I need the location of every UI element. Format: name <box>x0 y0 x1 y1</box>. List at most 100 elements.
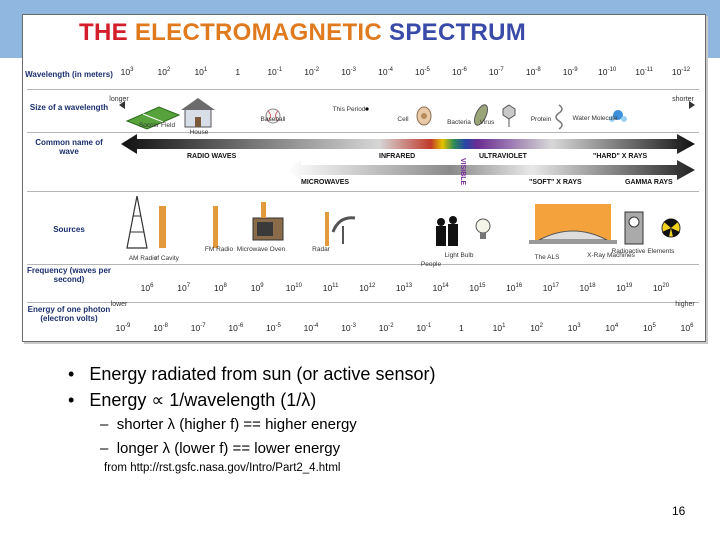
frequency-tick: 1015 <box>469 283 486 293</box>
wave-ultraviolet: ULTRAVIOLET <box>479 153 527 160</box>
frequency-tick: 1011 <box>322 283 339 293</box>
frequency-tick: 107 <box>177 283 191 293</box>
frequency-tick: 1016 <box>506 283 523 293</box>
row-separator <box>27 264 699 265</box>
source-object-label: Radar <box>312 246 330 253</box>
frequency-tick: 1014 <box>432 283 449 293</box>
wave-hard-xrays: "HARD" X RAYS <box>593 153 648 160</box>
wavelength-tick: 10-2 <box>304 67 320 77</box>
energy-tick: 104 <box>605 323 619 333</box>
source-object-label: Microwave Oven <box>236 246 286 253</box>
size-object-label: Water Molecule <box>572 115 618 122</box>
bullet-1-text: Energy radiated from sun (or active sens… <box>89 364 436 384</box>
frequency-tick: 108 <box>214 283 227 293</box>
energy-tick: 10-8 <box>153 323 168 333</box>
wavelength-tick: 10-4 <box>378 67 393 77</box>
row-separator <box>27 191 699 192</box>
energy-tick: 106 <box>680 323 694 333</box>
label-energy: Energy of one photon (electron volts) <box>27 305 111 323</box>
size-object-label: Cell <box>397 116 409 123</box>
frequency-tick: 1019 <box>616 283 633 293</box>
size-object-label: Soccer Field <box>138 122 176 129</box>
wavelength-tick: 10-10 <box>598 67 617 77</box>
wave-microwaves: MICROWAVES <box>301 179 350 186</box>
source-illustrations <box>126 195 681 249</box>
source-object-label: rf Cavity <box>155 255 179 262</box>
title-part: THE <box>79 19 135 46</box>
size-object-label: Bacteria <box>447 119 471 126</box>
wavelength-tick: 1 <box>235 67 241 77</box>
row-separator <box>27 89 699 90</box>
bullet-2: • Energy ∝ 1/wavelength (1/λ) <box>68 390 317 410</box>
wave-visible: VISIBLE <box>459 158 466 186</box>
wave-gamma: GAMMA RAYS <box>625 179 673 186</box>
sub-bullet-2-text: longer λ (lower f) == lower energy <box>116 440 341 457</box>
sub-bullet-1-text: shorter λ (higher f) == higher energy <box>116 416 357 433</box>
title-part: ELECTROMAGNETIC <box>134 19 390 46</box>
spectrum-figure: THE ELECTROMAGNETIC SPECTRUM Wavelength … <box>22 14 706 342</box>
wavelength-tick: 10-8 <box>525 67 541 77</box>
wave-infrared: INFRARED <box>379 153 416 160</box>
frequency-tick: 106 <box>140 283 154 293</box>
wavelength-tick: 10-11 <box>635 67 653 77</box>
sub-bullet-2: – longer λ (lower f) == lower energy <box>100 440 341 457</box>
freq-higher-label: higher <box>675 301 695 308</box>
energy-tick: 102 <box>530 323 543 333</box>
wavelength-tick: 10-1 <box>267 67 283 77</box>
source-object-label: The ALS <box>534 254 560 261</box>
energy-tick: 10-1 <box>416 323 432 333</box>
wavelength-tick: 101 <box>194 67 208 77</box>
energy-tick: 10-3 <box>341 323 356 333</box>
row-separator <box>27 132 699 133</box>
frequency-tick: 109 <box>250 283 264 293</box>
frequency-tick: 1010 <box>285 283 302 293</box>
row-separator <box>27 302 699 303</box>
wave-radio: RADIO WAVES <box>187 153 237 160</box>
wave-soft-xrays: "SOFT" X RAYS <box>529 179 582 186</box>
wavelength-tick: 10-9 <box>562 67 578 77</box>
energy-tick: 103 <box>567 323 581 333</box>
source-citation: from http://rst.gsfc.nasa.gov/Intro/Part… <box>104 462 341 474</box>
wavelength-tick: 10-6 <box>451 67 467 77</box>
spectrum-bands <box>121 134 695 180</box>
sub-bullet-1: – shorter λ (higher f) == higher energy <box>100 416 357 433</box>
size-longer-label: longer <box>109 96 129 103</box>
wavelength-tick: 10-3 <box>341 67 356 77</box>
size-object-label: This Period <box>332 106 366 113</box>
source-object-label: AM Radio <box>128 255 158 262</box>
label-sources: Sources <box>53 225 85 234</box>
energy-tick: 10-9 <box>115 323 131 333</box>
energy-tick: 10-6 <box>228 323 244 333</box>
energy-tick: 105 <box>642 323 656 333</box>
size-object-label: Baseball <box>260 116 286 123</box>
freq-lower-label: lower <box>110 301 128 308</box>
source-object-label: Light Bulb <box>444 252 474 259</box>
source-object-label: People <box>420 261 442 268</box>
frequency-tick: 1013 <box>395 283 413 293</box>
wavelength-tick: 10-12 <box>671 67 691 77</box>
page-number: 16 <box>672 504 686 518</box>
frequency-tick: 1018 <box>579 283 596 293</box>
energy-tick: 10-7 <box>190 323 206 333</box>
source-object-label: X-Ray Machines <box>587 252 635 259</box>
energy-tick: 10-5 <box>265 323 281 333</box>
bullet-2-text: Energy ∝ 1/wavelength (1/λ) <box>89 390 317 410</box>
title-part: SPECTRUM <box>389 19 527 46</box>
source-object-label: FM Radio <box>204 246 234 253</box>
size-object-label: House <box>189 129 209 136</box>
energy-tick: 1 <box>459 323 464 333</box>
frequency-tick: 1012 <box>359 283 376 293</box>
source-object-label: Radioactive Elements <box>611 248 675 255</box>
energy-tick: 10-4 <box>303 323 319 333</box>
size-illustrations <box>119 98 695 130</box>
energy-tick: 101 <box>492 323 506 333</box>
label-common-name: Common name of wave <box>35 138 103 156</box>
figure-title: THE ELECTROMAGNETIC SPECTRUM <box>79 19 526 47</box>
frequency-tick: 1017 <box>542 283 559 293</box>
frequency-tick: 1020 <box>652 283 670 293</box>
label-frequency: Frequency (waves per second) <box>26 266 112 284</box>
wavelength-tick: 10-7 <box>488 67 504 77</box>
size-object-label: Virus <box>479 119 495 126</box>
wavelength-tick: 10-5 <box>415 67 430 77</box>
bullet-1: • Energy radiated from sun (or active se… <box>68 364 436 384</box>
